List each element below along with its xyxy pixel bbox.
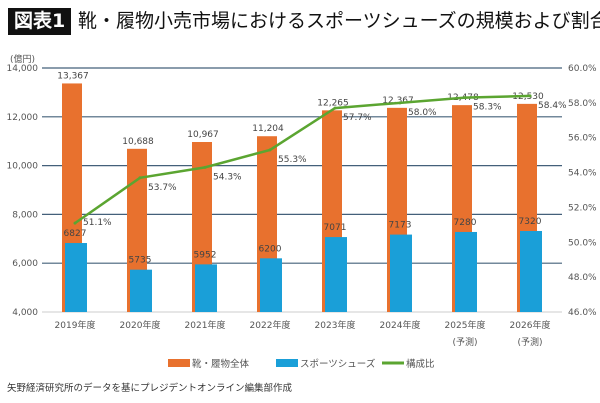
bar-sports — [325, 237, 347, 312]
bar-sports — [520, 230, 542, 312]
y-tick-label: 10,000 — [7, 162, 39, 172]
legend-label: スポーツシューズ — [300, 358, 376, 370]
x-tick-label: 2023年度 — [315, 319, 356, 331]
y2-tick-label: 46.0% — [568, 308, 597, 318]
line-point — [398, 101, 402, 105]
bar-total-label: 12,265 — [317, 98, 349, 108]
bar-total-label: 10,967 — [187, 130, 219, 140]
y2-tick-label: 58.0% — [568, 99, 597, 109]
bar-sports — [455, 231, 477, 312]
x-tick-label: 2024年度 — [380, 319, 421, 331]
y2-tick-label: 52.0% — [568, 203, 597, 213]
bar-sports — [130, 269, 152, 312]
bar-sports-label: 6827 — [64, 229, 87, 239]
legend-swatch — [168, 359, 190, 367]
y2-tick-label: 50.0% — [568, 238, 597, 248]
line-ratio — [74, 94, 531, 225]
y-axis-label: (億円) — [10, 53, 35, 65]
line-label: 54.3% — [213, 172, 242, 182]
x-tick-note: (予測) — [517, 336, 542, 348]
bar-sports-label: 5952 — [194, 250, 217, 260]
bar-sports-label: 7280 — [454, 218, 477, 228]
x-tick-label: 2022年度 — [250, 319, 291, 331]
x-tick-label: 2021年度 — [185, 319, 226, 331]
line-point — [268, 148, 272, 152]
legend-swatch — [276, 359, 298, 367]
line-label: 55.3% — [278, 155, 307, 165]
y-tick-label: 6,000 — [12, 259, 38, 269]
bar-sports-label: 5735 — [129, 256, 152, 266]
bar-sports-label: 7320 — [519, 217, 542, 227]
line-label: 58.3% — [473, 103, 502, 113]
bar-sports-label: 7173 — [389, 221, 412, 231]
x-tick-label: 2019年度 — [55, 319, 96, 331]
line-point — [333, 106, 337, 110]
chart-title: 靴・履物小売市場におけるスポーツシューズの規模および割合 — [78, 10, 600, 32]
legend-label: 構成比 — [406, 358, 435, 370]
x-tick-label: 2025年度 — [445, 319, 486, 331]
line-point — [73, 221, 77, 225]
y2-tick-label: 56.0% — [568, 134, 597, 144]
line-label: 57.7% — [343, 113, 372, 123]
bar-sports — [195, 264, 217, 312]
y-tick-label: 14,000 — [7, 64, 39, 74]
x-tick-label: 2026年度 — [510, 319, 551, 331]
bar-sports — [390, 234, 412, 312]
y2-tick-label: 60.0% — [568, 64, 597, 74]
bar-total-label: 10,688 — [122, 137, 154, 147]
x-tick-label: 2020年度 — [120, 319, 161, 331]
line-label: 58.4% — [538, 101, 567, 111]
source-note: 矢野経済研究所のデータを基にプレジデントオンライン編集部作成 — [7, 383, 293, 394]
y-tick-label: 8,000 — [12, 210, 38, 220]
bar-sports-label: 7071 — [324, 223, 347, 233]
bar-total-label: 12,367 — [382, 96, 414, 106]
legend-label: 靴・履物全体 — [192, 358, 250, 370]
line-point — [463, 96, 467, 100]
line-label: 58.0% — [408, 108, 437, 118]
bar-sports — [260, 258, 282, 312]
line-point — [203, 165, 207, 169]
line-label: 51.1% — [83, 218, 112, 228]
y2-tick-label: 48.0% — [568, 273, 597, 283]
y-tick-label: 4,000 — [12, 308, 38, 318]
line-label: 53.7% — [148, 183, 177, 193]
bar-total-label: 13,367 — [57, 71, 89, 81]
bar-sports-label: 6200 — [259, 244, 282, 254]
line-point — [138, 176, 142, 180]
x-tick-note: (予測) — [452, 336, 477, 348]
bar-total-label: 11,204 — [252, 124, 284, 134]
bar-sports — [65, 243, 87, 312]
y2-tick-label: 54.0% — [568, 169, 597, 179]
line-point — [528, 94, 532, 98]
y-tick-label: 12,000 — [7, 113, 39, 123]
figure-badge: 図表1 — [8, 8, 72, 35]
